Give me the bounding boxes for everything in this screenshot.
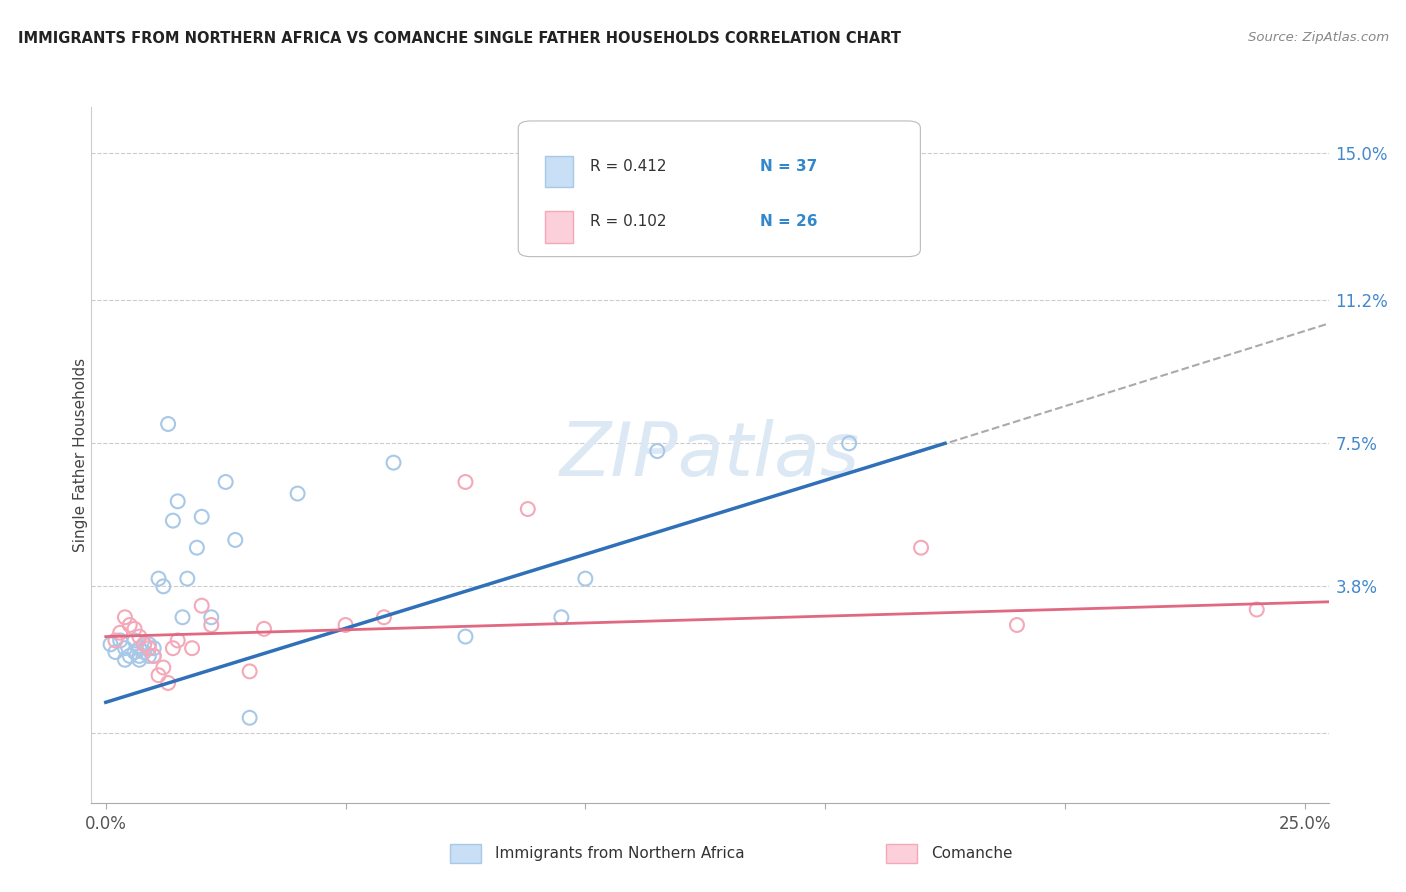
- Point: [166, 494, 188, 508]
- Point: [128, 653, 150, 667]
- Point: [138, 637, 160, 651]
- Point: [335, 618, 357, 632]
- Text: ZIPatlas: ZIPatlas: [560, 419, 860, 491]
- Text: IMMIGRANTS FROM NORTHERN AFRICA VS COMANCHE SINGLE FATHER HOUSEHOLDS CORRELATION: IMMIGRANTS FROM NORTHERN AFRICA VS COMAN…: [18, 31, 901, 46]
- Point: [142, 648, 165, 663]
- Point: [124, 645, 146, 659]
- Point: [838, 436, 860, 450]
- Point: [134, 637, 156, 651]
- Point: [100, 637, 122, 651]
- Point: [152, 579, 174, 593]
- Point: [142, 648, 165, 663]
- Point: [454, 630, 477, 644]
- Point: [1005, 618, 1028, 632]
- Point: [114, 641, 136, 656]
- Point: [118, 618, 141, 632]
- Point: [176, 572, 198, 586]
- Point: [287, 486, 309, 500]
- Point: [373, 610, 395, 624]
- Point: [1246, 602, 1268, 616]
- Point: [239, 711, 262, 725]
- Point: [142, 641, 165, 656]
- Point: [128, 630, 150, 644]
- Point: [181, 641, 204, 656]
- Point: [124, 622, 146, 636]
- Point: [148, 572, 170, 586]
- Point: [138, 648, 160, 663]
- Point: [134, 637, 156, 651]
- Point: [108, 633, 131, 648]
- Point: [124, 633, 146, 648]
- Point: [454, 475, 477, 489]
- Point: [128, 641, 150, 656]
- FancyBboxPatch shape: [450, 844, 481, 863]
- Text: N = 37: N = 37: [759, 159, 817, 174]
- Text: N = 26: N = 26: [759, 214, 817, 229]
- Point: [550, 610, 572, 624]
- Point: [138, 641, 160, 656]
- Point: [645, 444, 668, 458]
- Text: Comanche: Comanche: [931, 847, 1012, 861]
- Point: [166, 633, 188, 648]
- Point: [574, 572, 596, 586]
- Point: [172, 610, 194, 624]
- Point: [186, 541, 208, 555]
- Point: [253, 622, 276, 636]
- Point: [148, 668, 170, 682]
- Point: [134, 645, 156, 659]
- FancyBboxPatch shape: [886, 844, 917, 863]
- Point: [162, 641, 184, 656]
- Point: [108, 625, 131, 640]
- Point: [215, 475, 238, 489]
- Point: [128, 648, 150, 663]
- FancyBboxPatch shape: [519, 121, 921, 257]
- Point: [114, 610, 136, 624]
- FancyBboxPatch shape: [546, 211, 572, 243]
- Point: [190, 509, 212, 524]
- Point: [157, 417, 180, 431]
- Point: [162, 514, 184, 528]
- Point: [114, 653, 136, 667]
- Text: Immigrants from Northern Africa: Immigrants from Northern Africa: [495, 847, 745, 861]
- Y-axis label: Single Father Households: Single Father Households: [73, 358, 87, 552]
- Text: R = 0.102: R = 0.102: [591, 214, 666, 229]
- Point: [516, 502, 538, 516]
- Point: [104, 645, 127, 659]
- FancyBboxPatch shape: [546, 156, 572, 187]
- Point: [104, 633, 127, 648]
- Text: Source: ZipAtlas.com: Source: ZipAtlas.com: [1249, 31, 1389, 45]
- Point: [910, 541, 932, 555]
- Point: [152, 660, 174, 674]
- Point: [190, 599, 212, 613]
- Point: [224, 533, 246, 547]
- Point: [200, 610, 222, 624]
- Point: [157, 676, 180, 690]
- Text: R = 0.412: R = 0.412: [591, 159, 666, 174]
- Point: [239, 665, 262, 679]
- Point: [382, 456, 405, 470]
- Point: [200, 618, 222, 632]
- Point: [118, 648, 141, 663]
